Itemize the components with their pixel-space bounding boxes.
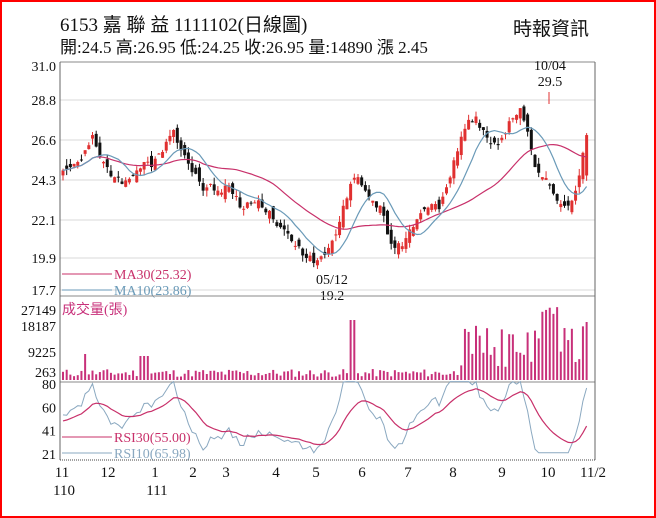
volume-y-tick: 27149 — [21, 304, 56, 319]
x-tick-label: 6 — [358, 465, 366, 481]
rsi-y-tick: 60 — [42, 402, 56, 417]
high-date-label: 10/04 — [534, 59, 566, 74]
x-tick-label: 2 — [189, 465, 197, 481]
rsi30-line — [62, 388, 588, 446]
y-tick-label: 26.6 — [32, 134, 57, 149]
chart-title: 6153 嘉 聯 益 1111102(日線圖) — [60, 15, 308, 36]
volume-y-tick: 18187 — [21, 320, 56, 335]
x-tick-label: 8 — [449, 465, 457, 481]
x-tick-label: 1 — [151, 465, 159, 481]
low-date-label: 05/12 — [316, 273, 348, 288]
y-tick-label: 31.0 — [32, 60, 57, 75]
rsi-y-tick: 21 — [42, 448, 56, 463]
ma30-legend: MA30(25.32) — [114, 268, 192, 283]
ma10-legend: MA10(23.86) — [114, 284, 192, 299]
rsi10-legend: RSI10(65.98) — [114, 447, 191, 462]
x-tick-label: 11/2 — [580, 465, 606, 481]
x-tick-year: 110 — [53, 483, 75, 499]
y-tick-label: 17.7 — [32, 284, 57, 299]
volume-label: 成交量(張) — [62, 301, 128, 318]
ohlc-summary: 開:24.5 高:26.95 低:24.25 收:26.95 量:14890 漲… — [60, 38, 428, 57]
x-tick-label: 5 — [312, 465, 320, 481]
x-tick-label: 11 — [55, 465, 69, 481]
x-tick-label: 9 — [498, 465, 506, 481]
rsi-y-tick: 41 — [42, 424, 56, 439]
brand-label: 時報資訊 — [513, 19, 590, 40]
y-tick-label: 22.1 — [32, 214, 57, 229]
x-tick-label: 10 — [541, 465, 556, 481]
volume-y-tick: 9225 — [28, 346, 56, 361]
x-tick-label: 12 — [101, 465, 116, 481]
x-tick-label: 4 — [272, 465, 280, 481]
candlesticks — [61, 104, 589, 270]
x-tick-year: 111 — [146, 483, 167, 499]
volume-y-tick: 263 — [35, 366, 56, 381]
x-tick-label: 3 — [222, 465, 230, 481]
y-tick-label: 28.8 — [32, 94, 57, 109]
rsi-y-tick: 80 — [42, 378, 56, 393]
rsi10-line — [62, 380, 588, 454]
y-tick-label: 24.3 — [32, 174, 57, 189]
high-value-label: 29.5 — [538, 75, 563, 90]
ma30-line — [62, 143, 587, 230]
volume-bars — [62, 307, 588, 380]
x-tick-label: 7 — [404, 465, 412, 481]
y-tick-label: 19.9 — [32, 252, 57, 267]
rsi30-legend: RSI30(55.00) — [114, 431, 191, 446]
ma10-line — [62, 126, 588, 255]
